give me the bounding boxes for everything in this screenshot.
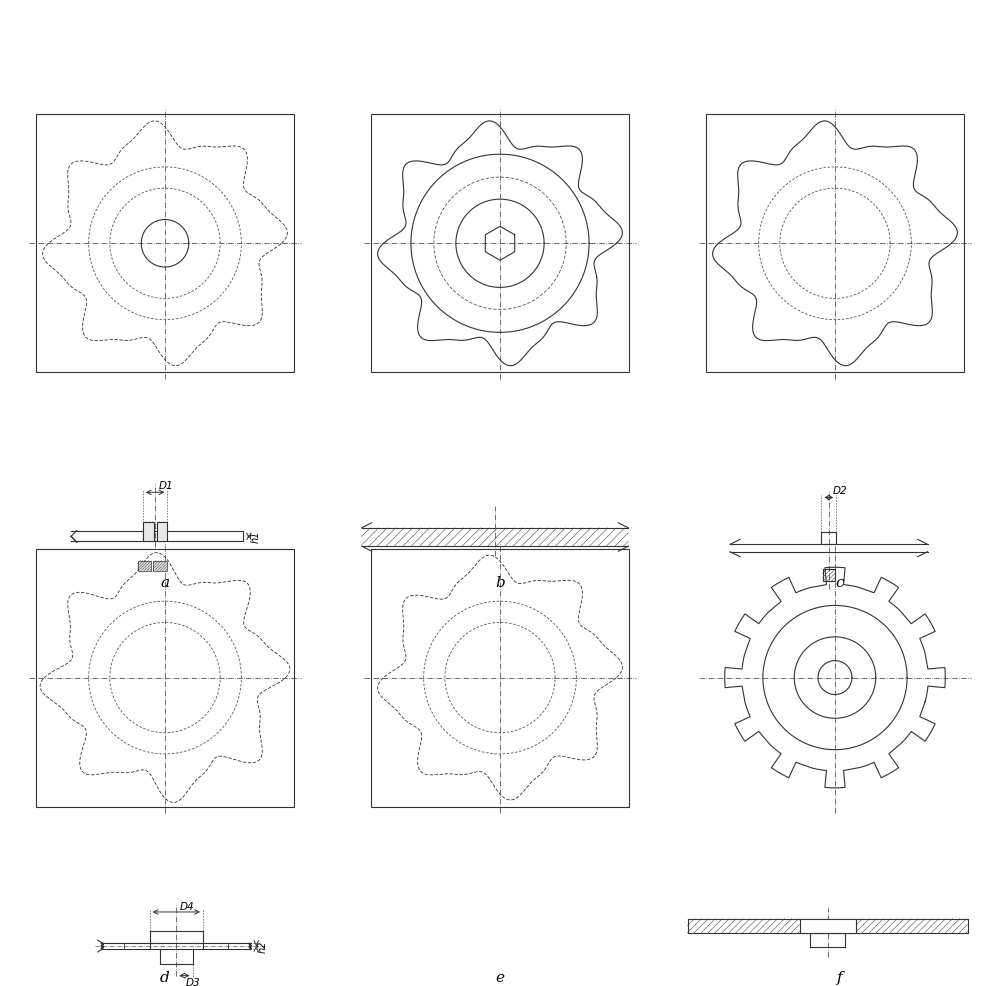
Text: a: a [160,576,170,590]
Text: c: c [836,576,844,590]
Bar [138,561,151,571]
Bar [800,919,856,933]
Text: D4: D4 [179,901,194,911]
Text: h1: h1 [251,530,261,543]
Text: h2: h2 [258,940,268,952]
Bar [153,561,167,571]
Text: d: d [160,970,170,984]
Text: D1: D1 [159,481,174,491]
Text: e: e [496,970,505,984]
Text: f: f [837,970,843,984]
Bar [143,523,154,541]
Bar [823,570,835,582]
Bar [157,523,167,541]
Text: b: b [495,576,505,590]
Text: D2: D2 [833,486,847,496]
Text: D3: D3 [186,977,201,986]
Bar [821,532,836,544]
